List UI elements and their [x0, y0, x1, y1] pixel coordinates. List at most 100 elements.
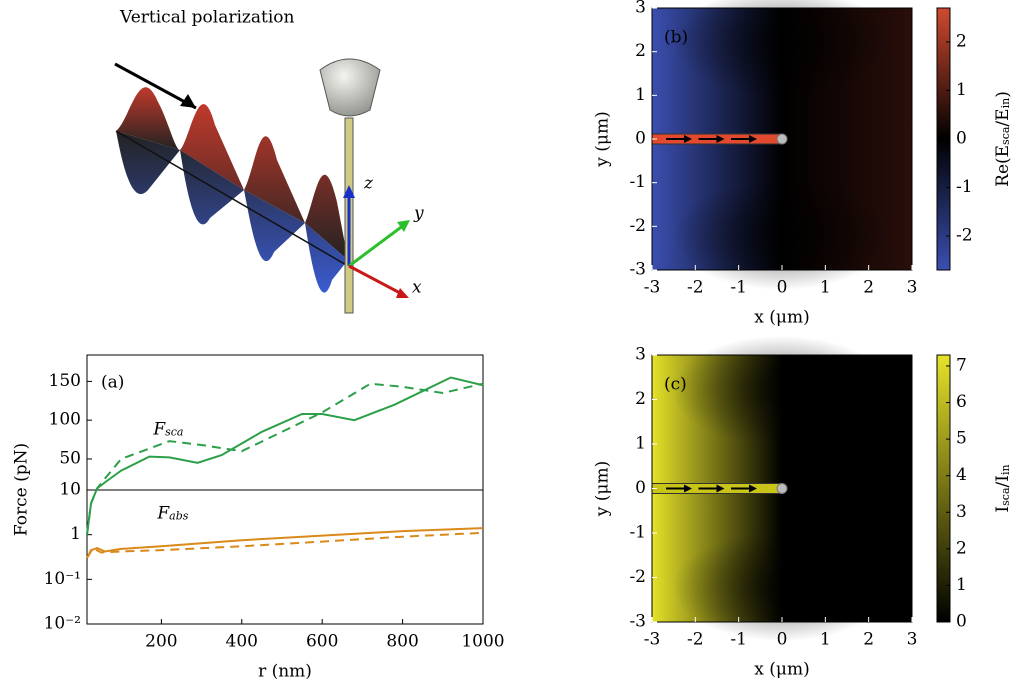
x-tick-label: -3: [644, 630, 661, 650]
x-axis-label: r (nm): [258, 662, 312, 682]
label-part: sca: [999, 487, 1012, 506]
y-axis-label: y (μm): [593, 461, 613, 517]
rod-arrow-head: [684, 484, 692, 493]
x-tick-label: 3: [907, 630, 918, 650]
annotation: Fsca: [152, 419, 183, 439]
colorbar-tick-label: 5: [956, 429, 967, 449]
wave: [116, 87, 180, 150]
wave-axis: [115, 130, 349, 267]
label-part: in: [999, 464, 1012, 475]
label-part: abs: [169, 510, 189, 523]
rod-arrow-head: [749, 135, 757, 143]
panel-label: (b): [664, 28, 688, 48]
y-axis: [348, 223, 405, 268]
x-tick-label: -2: [687, 278, 704, 298]
label-part: I: [993, 475, 1013, 482]
arrow-head: [396, 288, 409, 298]
x-tick-label: 1: [820, 630, 831, 650]
x-tick-label: 400: [226, 632, 258, 652]
y-tick-label: 10⁻²: [44, 614, 81, 634]
colorbar-tick-label: 1: [956, 575, 967, 595]
y-tick-label: 0: [635, 129, 646, 149]
x-tick-label: 2: [863, 278, 874, 298]
heatmap-shade: [672, 531, 892, 642]
label-part: F: [156, 503, 170, 523]
y-tick-label: -3: [629, 260, 646, 280]
x-tick-label: 200: [145, 632, 177, 652]
x-tick-label: 0: [777, 278, 788, 298]
series-line: [86, 382, 484, 535]
wave: [180, 104, 348, 260]
colorbar-tick-label: 6: [956, 392, 967, 412]
arrow-head: [397, 220, 410, 232]
y-tick-label: 2: [635, 389, 646, 409]
colorbar-tick-label: -2: [956, 226, 973, 246]
colorbar-tick-label: 1: [956, 80, 967, 100]
x-tick-label: 600: [306, 632, 338, 652]
rod-arrow-head: [716, 135, 725, 143]
arrow-head: [180, 94, 196, 108]
label-part: Re(: [993, 157, 1013, 187]
probe: [776, 483, 788, 494]
x-tick-label: 1000: [461, 632, 504, 652]
colorbar-tick-label: 0: [956, 612, 967, 632]
y-tick-label: 1: [635, 434, 646, 454]
colorbar-label: Isca/Iin: [993, 464, 1013, 512]
series-line: [86, 376, 484, 535]
y-tick-label: -1: [629, 172, 646, 192]
y-tick-label: 1: [70, 524, 81, 544]
series-line: [86, 527, 484, 559]
annotation: Fabs: [156, 503, 188, 523]
y-axis-label: y (μm): [593, 111, 613, 167]
probe-tip: [319, 58, 381, 117]
x-tick-label: 1: [820, 278, 831, 298]
y-tick-label: -2: [629, 216, 646, 236]
series-line: [86, 531, 484, 559]
x-axis: [348, 264, 403, 296]
x-axis-label: x (μm): [754, 308, 809, 328]
x-tick-label: 0: [777, 630, 788, 650]
x-tick-label: -1: [730, 630, 747, 650]
arrow: [114, 62, 197, 110]
x-tick-label: 800: [386, 632, 418, 652]
label-part: F: [152, 419, 166, 439]
y-tick-label: -3: [629, 612, 646, 632]
diagram-title: Vertical polarization: [119, 8, 295, 28]
y-axis-label: Force (pN): [12, 443, 32, 536]
diagram: Vertical polarization z y x: [114, 8, 424, 314]
panel-label: (c): [664, 375, 687, 395]
heatmap-shade: [672, 0, 892, 98]
label-part: ): [993, 91, 1013, 98]
y-tick-label: 150: [49, 371, 81, 391]
y-tick-label: -2: [629, 567, 646, 587]
x-tick-label: -3: [644, 278, 661, 298]
heatmap-shade: [672, 335, 892, 446]
y-tick-label: 10: [59, 480, 81, 500]
heatmap-shade: [672, 180, 892, 291]
arrow-head: [343, 185, 355, 198]
label-part: in: [999, 98, 1012, 109]
wave: [116, 131, 348, 293]
panel-label: (a): [101, 373, 124, 393]
rod-arrow-head: [749, 484, 757, 493]
y-tick-label: 3: [635, 0, 646, 18]
rod-arrow-head: [684, 135, 692, 143]
label-part: sca: [999, 126, 1012, 145]
y-tick-label: 2: [635, 41, 646, 61]
y-tick-label: -1: [629, 523, 646, 543]
colorbar-tick-label: -1: [956, 177, 973, 197]
label-part: E: [993, 108, 1013, 120]
colorbar: [936, 354, 951, 623]
y-tick-label: 50: [59, 448, 81, 468]
label-part: E: [993, 145, 1013, 157]
probe: [776, 133, 788, 145]
colorbar-label: Re(Esca/Ein): [993, 91, 1013, 187]
x-tick-label: -1: [730, 278, 747, 298]
x-tick-label: 2: [863, 630, 874, 650]
colorbar-tick-label: 4: [956, 465, 967, 485]
axis-letter: x: [412, 278, 422, 298]
rod-arrow-head: [716, 484, 725, 493]
colorbar-tick-label: 2: [956, 538, 967, 558]
x-tick-label: 3: [907, 278, 918, 298]
colorbar-tick-label: 2: [956, 31, 967, 51]
